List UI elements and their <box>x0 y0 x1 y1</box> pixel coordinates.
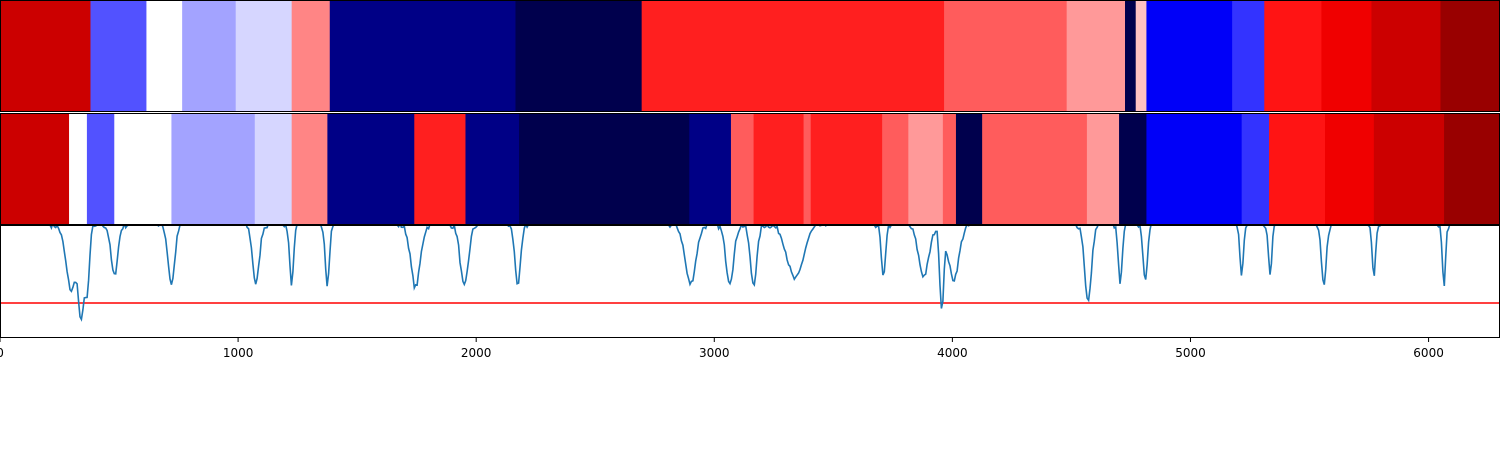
track-1-segment-2 <box>90 0 148 112</box>
x-tick-label-6: 5000 <box>1175 346 1206 360</box>
track-2-segment-2 <box>69 113 88 225</box>
track-2-segment-7 <box>291 113 328 225</box>
track-2-segment-13 <box>730 113 755 225</box>
track-2-segment-10 <box>465 113 520 225</box>
x-axis: 0 1000 2000 3000 4000 5000 6000 <box>0 338 1444 360</box>
track-1-segment-7 <box>329 0 517 112</box>
heatmap-track-2 <box>0 113 1500 225</box>
track-1-segment-14 <box>1146 0 1233 112</box>
track-1-segment-4 <box>182 0 237 112</box>
track-2-segment-15 <box>803 113 812 225</box>
track-2-segment-16 <box>810 113 883 225</box>
track-1-segment-12 <box>1125 0 1137 112</box>
track-2-segment-1 <box>0 113 70 225</box>
track-1-segment-11 <box>1066 0 1126 112</box>
track-2-segment-14 <box>753 113 805 225</box>
x-tick-label-2: 1000 <box>223 346 254 360</box>
track-2-segment-19 <box>942 113 957 225</box>
track-1-segment-15 <box>1232 0 1265 112</box>
track-1-segment-17 <box>1321 0 1373 112</box>
track-2-segment-24 <box>1146 113 1243 225</box>
track-2-segment-11 <box>519 113 690 225</box>
track-2-segment-23 <box>1119 113 1148 225</box>
track-1-segment-9 <box>641 0 945 112</box>
track-1-segment-5 <box>235 0 293 112</box>
track-1-segment-1 <box>0 0 92 112</box>
x-tick-label-5: 4000 <box>937 346 968 360</box>
track-2-segment-22 <box>1086 113 1120 225</box>
track-2-segment-8 <box>327 113 415 225</box>
track-1-segment-13 <box>1135 0 1148 112</box>
heatmap-track-1 <box>0 0 1500 112</box>
x-tick-label-7: 6000 <box>1413 346 1444 360</box>
track-2-segment-6 <box>254 113 293 225</box>
track-2-segment-5 <box>171 113 256 225</box>
track-2-segment-26 <box>1269 113 1326 225</box>
track-2-segment-17 <box>882 113 909 225</box>
track-1-segment-16 <box>1264 0 1323 112</box>
panel-frame-3 <box>0 225 1500 338</box>
x-tick-label-4: 3000 <box>699 346 730 360</box>
line-panel <box>0 225 1500 322</box>
track-2-segment-25 <box>1241 113 1270 225</box>
track-1-segment-10 <box>944 0 1068 112</box>
track-2-segment-18 <box>908 113 944 225</box>
track-2-segment-4 <box>114 113 173 225</box>
track-2-segment-3 <box>86 113 115 225</box>
x-tick-label-3: 2000 <box>461 346 492 360</box>
track-1-segment-18 <box>1371 0 1442 112</box>
track-1-segment-6 <box>291 0 331 112</box>
track-1-segment-8 <box>515 0 643 112</box>
track-2-segment-21 <box>982 113 1088 225</box>
track-1-segment-19 <box>1440 0 1500 112</box>
x-tick-label-1: 0 <box>0 346 4 360</box>
track-2-segment-20 <box>955 113 983 225</box>
track-2-segment-27 <box>1325 113 1375 225</box>
track-2-segment-29 <box>1444 113 1500 225</box>
track-2-segment-9 <box>414 113 467 225</box>
track-1-segment-3 <box>146 0 183 112</box>
signal-series-line <box>0 225 1500 322</box>
track-2-segment-28 <box>1373 113 1445 225</box>
track-2-segment-12 <box>689 113 732 225</box>
